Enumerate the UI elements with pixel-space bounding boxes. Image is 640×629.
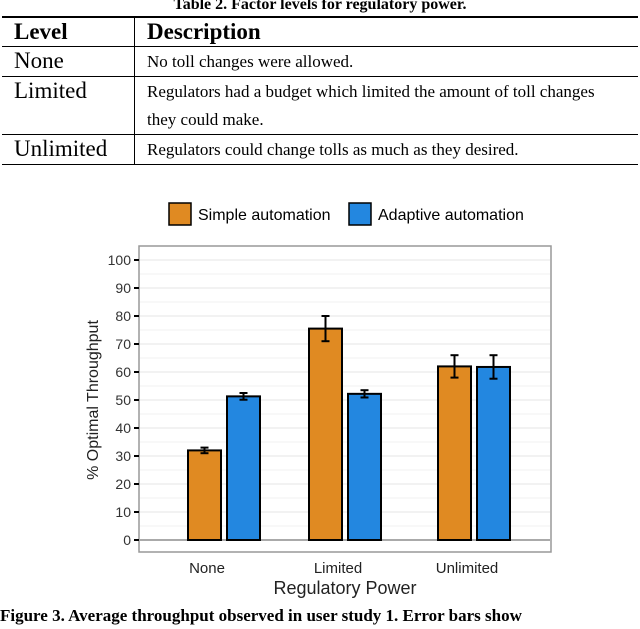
- bar: [476, 365, 511, 541]
- bar: [226, 395, 261, 541]
- level-cell: Unlimited: [2, 134, 135, 165]
- table-header-row: Level Description: [2, 16, 638, 47]
- legend-label-adaptive: Adaptive automation: [378, 207, 524, 224]
- header-level: Level: [2, 16, 135, 47]
- x-tick-label: None: [189, 560, 225, 577]
- y-tick-label: 50: [115, 392, 131, 408]
- factor-levels-table: Level Description None No toll changes w…: [2, 16, 638, 165]
- bar: [308, 327, 343, 541]
- y-tick-label: 10: [115, 504, 131, 520]
- legend-swatch-simple: [168, 202, 192, 226]
- table-row: Limited Regulators had a budget which li…: [2, 76, 638, 135]
- level-cell: None: [2, 46, 135, 77]
- y-tick-label: 70: [115, 336, 131, 352]
- description-cell: Regulators had a budget which limited th…: [134, 76, 638, 135]
- y-tick-label: 20: [115, 476, 131, 492]
- y-tick-label: 100: [108, 252, 132, 268]
- x-axis-label: Regulatory Power: [273, 578, 416, 598]
- bar: [187, 449, 222, 541]
- level-cell: Limited: [2, 76, 135, 135]
- y-tick-label: 80: [115, 308, 131, 324]
- description-cell: Regulators could change tolls as much as…: [134, 134, 638, 165]
- x-tick-label: Unlimited: [436, 560, 499, 577]
- x-tick-label: Limited: [314, 560, 362, 577]
- y-tick-label: 30: [115, 448, 131, 464]
- table-row: None No toll changes were allowed.: [2, 46, 638, 77]
- bar: [437, 365, 472, 541]
- y-axis-label: % Optimal Throughput: [85, 320, 102, 480]
- figure-caption: Figure 3. Average throughput observed in…: [0, 606, 522, 625]
- header-description: Description: [134, 16, 638, 47]
- table-row: Unlimited Regulators could change tolls …: [2, 134, 638, 165]
- bar: [347, 392, 382, 541]
- table-caption: Table 2. Factor levels for regulatory po…: [173, 0, 467, 13]
- y-tick-label: 90: [115, 280, 131, 296]
- legend: Simple automation Adaptive automation: [168, 202, 524, 226]
- y-tick-label: 0: [123, 532, 131, 548]
- legend-swatch-adaptive: [348, 202, 372, 226]
- legend-label-simple: Simple automation: [198, 207, 331, 224]
- y-tick-label: 40: [115, 420, 131, 436]
- bar-chart: Simple automation Adaptive automation 0 1…: [85, 202, 552, 598]
- y-tick-label: 60: [115, 364, 131, 380]
- description-cell: No toll changes were allowed.: [134, 46, 638, 77]
